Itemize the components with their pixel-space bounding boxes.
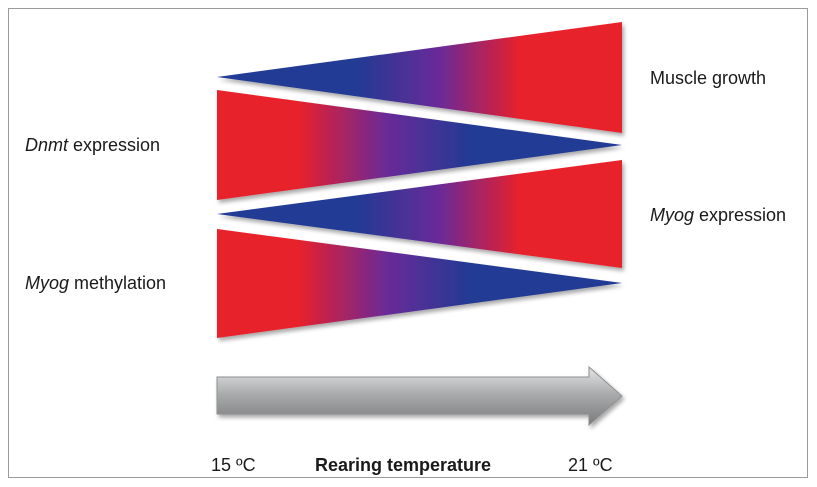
label-dnmt-expression: Dnmt expression bbox=[25, 135, 161, 155]
wedge-muscle-growth bbox=[217, 22, 622, 133]
wedge-myog-expression bbox=[217, 160, 622, 268]
axis-title: Rearing temperature bbox=[315, 455, 492, 475]
label-muscle-growth: Muscle growth bbox=[650, 68, 767, 88]
temperature-arrow bbox=[216, 365, 623, 427]
label-myog-methylation: Myog methylation bbox=[25, 273, 167, 293]
axis-start-label: 15 ºC bbox=[211, 455, 256, 475]
axis-end-label: 21 ºC bbox=[568, 455, 613, 475]
wedge-dnmt-expression bbox=[217, 90, 622, 200]
label-myog-expression: Myog expression bbox=[650, 205, 787, 225]
wedge-myog-methylation bbox=[217, 229, 622, 338]
